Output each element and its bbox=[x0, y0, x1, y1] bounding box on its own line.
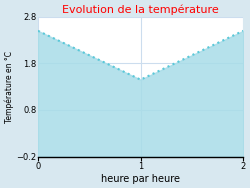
X-axis label: heure par heure: heure par heure bbox=[101, 174, 180, 184]
Y-axis label: Température en °C: Température en °C bbox=[4, 51, 14, 123]
Title: Evolution de la température: Evolution de la température bbox=[62, 4, 219, 15]
